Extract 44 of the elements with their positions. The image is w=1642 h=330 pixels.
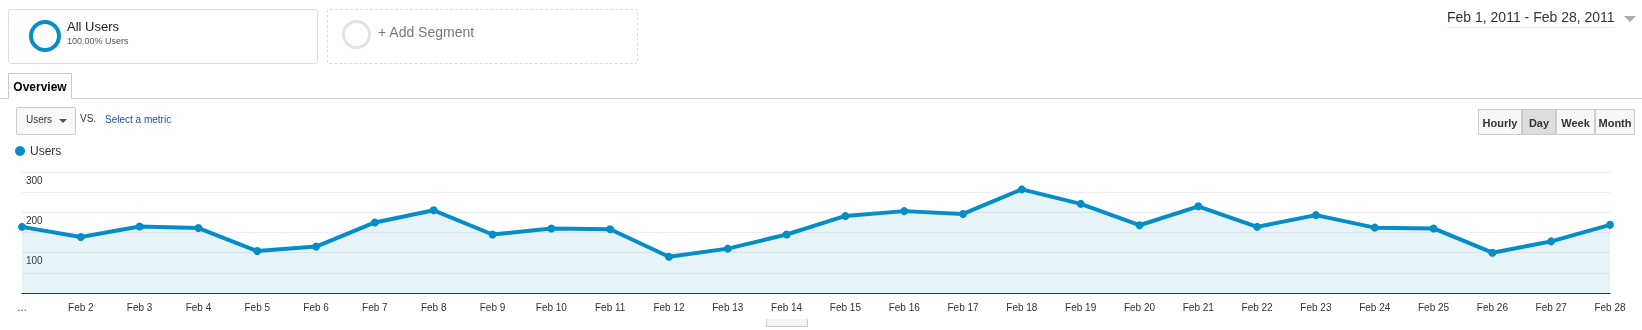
x-tick-label: Feb 16 — [888, 301, 921, 313]
x-tick-label: Feb 25 — [1417, 301, 1450, 313]
x-tick-label: Feb 13 — [712, 301, 744, 313]
text: All Users — [67, 19, 120, 34]
text: VS. — [80, 113, 97, 124]
x-tick-label: Feb 15 — [829, 301, 862, 313]
legend-label: Users — [30, 144, 62, 158]
text: + Add Segment — [378, 24, 475, 40]
x-tick-label: Feb 24 — [1359, 301, 1391, 313]
x-tick-label: Feb 6 — [303, 301, 330, 313]
x-tick-label: Feb 22 — [1241, 301, 1274, 313]
y-tick-label: 200 — [26, 214, 44, 226]
x-tick-label: Feb 21 — [1182, 301, 1215, 313]
x-tick-label: Feb 2 — [68, 301, 95, 313]
x-tick-label: Feb 3 — [126, 301, 153, 313]
x-tick-label: Feb 10 — [535, 301, 568, 313]
x-tick-label: Feb 5 — [244, 301, 271, 313]
y-tick-label: 300 — [26, 174, 44, 186]
x-tick-label: Feb 26 — [1476, 301, 1509, 313]
text: Month — [1595, 109, 1635, 135]
text: Select a metric — [105, 114, 172, 125]
x-tick-label: Feb 28 — [1594, 301, 1626, 313]
x-tick-label: Feb 8 — [420, 301, 447, 313]
x-tick-label: Feb 27 — [1535, 301, 1568, 313]
x-tick-label: Feb 18 — [1006, 301, 1038, 313]
y-tick-label: 100 — [26, 255, 44, 267]
text: 100.00% Users — [67, 36, 129, 46]
x-tick-label: … — [17, 301, 27, 313]
text: Hourly — [1478, 109, 1522, 135]
text: Users — [26, 114, 53, 125]
x-tick-label: Feb 17 — [947, 301, 980, 313]
text: Day — [1522, 109, 1556, 135]
x-tick-label: Feb 11 — [594, 301, 626, 313]
x-tick-label: Feb 7 — [362, 301, 389, 313]
x-tick-label: Feb 19 — [1065, 301, 1097, 313]
x-tick-label: Feb 12 — [653, 301, 685, 313]
x-tick-label: Feb 14 — [771, 301, 803, 313]
x-tick-label: Feb 23 — [1300, 301, 1332, 313]
x-tick-label: Feb 20 — [1123, 301, 1156, 313]
text: Feb 1, 2011 - Feb 28, 2011 — [1447, 9, 1615, 28]
x-tick-label: Feb 9 — [479, 301, 506, 313]
text: Overview — [8, 73, 72, 99]
x-tick-label: Feb 4 — [185, 301, 212, 313]
text: Week — [1556, 109, 1595, 135]
